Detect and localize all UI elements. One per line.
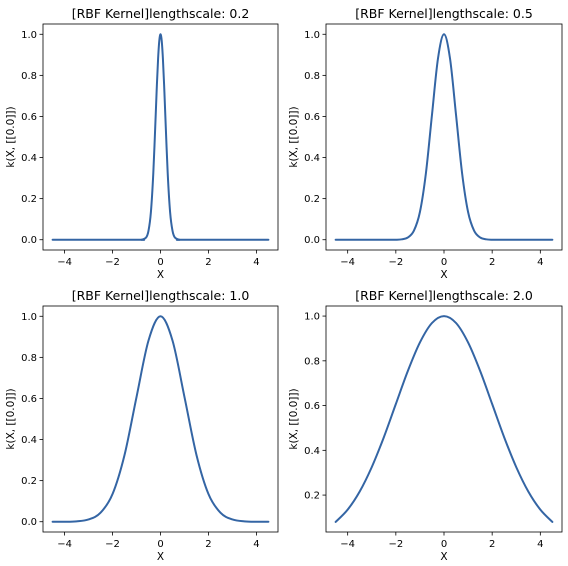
y-tick-label: 0.6 bbox=[304, 112, 320, 123]
x-tick-label: 4 bbox=[537, 257, 543, 268]
y-tick-label: 1.0 bbox=[304, 30, 320, 41]
y-tick-label: 0.8 bbox=[21, 353, 37, 364]
x-axis-label: X bbox=[157, 269, 164, 281]
y-tick-label: 0.0 bbox=[304, 235, 320, 246]
axes-frame bbox=[325, 23, 563, 251]
x-tick-label: −2 bbox=[105, 257, 120, 268]
axes-frame bbox=[325, 305, 563, 533]
subplot-title: [RBF Kernel]lengthscale: 1.0 bbox=[72, 288, 250, 303]
rbf-kernel-curve bbox=[51, 315, 270, 523]
x-tick-label: 2 bbox=[489, 257, 495, 268]
y-axis-label: k(X, [[0.0]]) bbox=[288, 388, 300, 449]
subplot-title: [RBF Kernel]lengthscale: 0.2 bbox=[72, 6, 250, 21]
y-tick-label: 0.2 bbox=[304, 194, 320, 205]
x-tick-label: −4 bbox=[57, 539, 72, 550]
y-tick-label: 0.8 bbox=[304, 356, 320, 367]
rbf-kernel-curve bbox=[51, 33, 270, 241]
y-tick-label: 0.4 bbox=[21, 435, 37, 446]
y-tick-label: 0.2 bbox=[21, 194, 37, 205]
y-tick-label: 0.4 bbox=[304, 153, 320, 164]
subplot-title: [RBF Kernel]lengthscale: 0.5 bbox=[355, 6, 533, 21]
y-axis-label: k(X, [[0.0]]) bbox=[5, 388, 17, 449]
x-tick-label: 2 bbox=[489, 539, 495, 550]
x-tick-label: −2 bbox=[105, 539, 120, 550]
y-axis-label: k(X, [[0.0]]) bbox=[5, 106, 17, 167]
subplot-4: [RBF Kernel]lengthscale: 2.0 −4 −2 0 2 4 0.2 0.… bbox=[288, 288, 563, 563]
subplot-3: [RBF Kernel]lengthscale: 1.0 −4 −2 0 2 4 0.0 0.… bbox=[5, 288, 279, 563]
x-tick-label: 0 bbox=[441, 257, 447, 268]
x-tick-label: 4 bbox=[537, 539, 543, 550]
x-tick-label: −2 bbox=[388, 539, 403, 550]
y-tick-label: 1.0 bbox=[21, 312, 37, 323]
y-tick-label: 1.0 bbox=[304, 312, 320, 323]
x-axis-label: X bbox=[440, 269, 447, 281]
y-tick-label: 0.8 bbox=[304, 71, 320, 82]
x-axis-label: X bbox=[440, 551, 447, 563]
rbf-kernel-curve bbox=[334, 33, 554, 241]
axes-frame bbox=[42, 305, 279, 533]
subplot-1: [RBF Kernel]lengthscale: 0.2 −4 −2 0 2 4 0.0 0.… bbox=[5, 6, 279, 281]
subplot-title: [RBF Kernel]lengthscale: 2.0 bbox=[355, 288, 533, 303]
y-tick-label: 0.4 bbox=[304, 446, 320, 457]
subplot-2: [RBF Kernel]lengthscale: 0.5 −4 −2 0 2 4 0.0 0.… bbox=[288, 6, 563, 281]
x-tick-label: 4 bbox=[253, 257, 259, 268]
axes-frame bbox=[42, 23, 279, 251]
x-tick-label: 0 bbox=[157, 257, 163, 268]
rbf-kernel-curve bbox=[334, 315, 554, 523]
x-tick-label: 4 bbox=[253, 539, 259, 550]
y-tick-label: 0.6 bbox=[21, 394, 37, 405]
y-axis-label: k(X, [[0.0]]) bbox=[288, 106, 300, 167]
y-tick-label: 0.8 bbox=[21, 71, 37, 82]
y-tick-label: 0.6 bbox=[21, 112, 37, 123]
x-tick-label: 2 bbox=[205, 257, 211, 268]
x-tick-label: 0 bbox=[157, 539, 163, 550]
x-tick-label: −4 bbox=[340, 257, 355, 268]
x-tick-label: 0 bbox=[441, 539, 447, 550]
y-tick-label: 0.6 bbox=[304, 401, 320, 412]
y-tick-label: 0.0 bbox=[21, 235, 37, 246]
x-axis-label: X bbox=[157, 551, 164, 563]
y-tick-label: 0.4 bbox=[21, 153, 37, 164]
y-tick-label: 0.0 bbox=[21, 517, 37, 528]
x-tick-label: −4 bbox=[57, 257, 72, 268]
x-tick-label: −4 bbox=[340, 539, 355, 550]
x-tick-label: 2 bbox=[205, 539, 211, 550]
y-tick-label: 0.2 bbox=[21, 476, 37, 487]
y-tick-label: 1.0 bbox=[21, 30, 37, 41]
y-tick-label: 0.2 bbox=[304, 491, 320, 502]
x-tick-label: −2 bbox=[388, 257, 403, 268]
